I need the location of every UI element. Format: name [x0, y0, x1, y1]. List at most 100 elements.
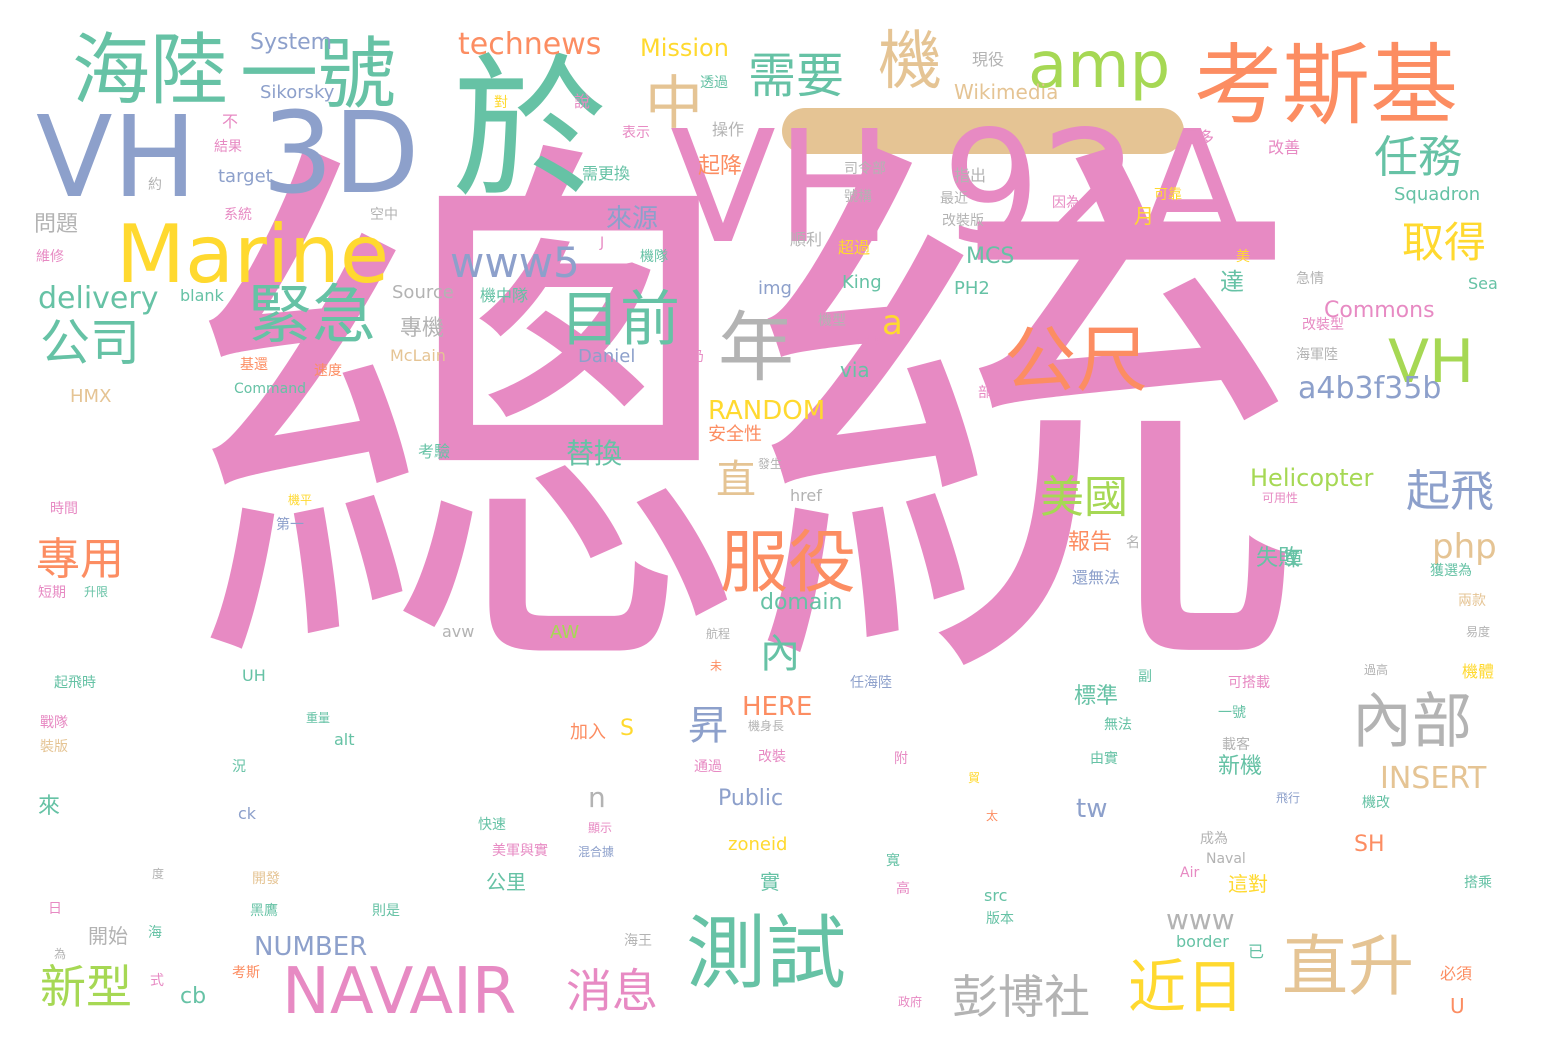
word-chengwei: 成為	[1200, 831, 1228, 847]
word-kaishi: 開始	[88, 924, 128, 948]
word-mu: 未	[710, 659, 723, 673]
word-nei: 內	[760, 631, 800, 677]
word-laiyuan: 來源	[606, 204, 659, 234]
word-gongji: 公噸	[856, 333, 881, 347]
word-zhuangban: 裝版	[40, 739, 68, 755]
word-zhong2: 重量	[306, 711, 331, 725]
word-kuang: 況	[232, 759, 246, 775]
word-zhedui: 這對	[1228, 872, 1268, 896]
word-xiaoxi: 消息	[566, 964, 658, 1018]
word-kedazai: 可搭載	[1228, 675, 1270, 691]
word-shengxian: 升限	[84, 585, 109, 599]
word-hmx: HMX	[70, 386, 112, 407]
word-zhichu: 指出	[954, 166, 987, 185]
word-haelu: 海陸	[72, 26, 229, 116]
word-domain: domain	[760, 590, 843, 615]
word-source: Source	[392, 282, 454, 303]
word-zhandui: 戰隊	[40, 715, 68, 731]
word-hai: 海	[148, 925, 162, 941]
word-xiantian: 現役	[972, 50, 1005, 69]
word-gaoyi: 高	[896, 881, 910, 897]
word-huanhe: 混合據	[578, 845, 615, 859]
word-dui: 對	[494, 95, 508, 111]
word-gaizhuangban: 改裝版	[942, 213, 984, 229]
word-border: border	[1176, 932, 1229, 951]
word-youshi: 由實	[1090, 751, 1118, 767]
word-a4b3f35b: a4b3f35b	[1298, 371, 1442, 406]
word-haijunlu: 海軍陸	[1296, 347, 1338, 363]
word-jishenchang: 機身長	[748, 719, 785, 733]
word-huodeiwei: 獲選為	[1430, 563, 1472, 579]
word-src: src	[984, 886, 1008, 905]
word-jihuan: 基還	[240, 357, 268, 373]
word-system: System	[250, 30, 333, 55]
word-via: via	[840, 358, 870, 382]
word-air: Air	[1180, 865, 1200, 881]
word-sh: SH	[1354, 832, 1385, 857]
word-zhuanji: 專機	[400, 316, 445, 341]
word-jiudui: 機隊	[640, 249, 668, 265]
word-gaizhuangxing: 改裝型	[1302, 317, 1344, 333]
word-huanwufa: 還無法	[1072, 568, 1121, 587]
word-target: target	[218, 166, 273, 187]
word-public: Public	[718, 786, 784, 811]
word-renwu: 任務	[1374, 132, 1462, 183]
word-nian: 年	[718, 303, 794, 392]
word-fu2: 附	[894, 751, 908, 767]
word-zuijin: 最近	[940, 191, 968, 207]
word-naval: Naval	[1206, 851, 1246, 867]
word-blank: blank	[180, 286, 224, 305]
word-navair: NAVAIR	[282, 955, 517, 1029]
word-weixiu: 維修	[36, 249, 64, 265]
word-du: 度	[152, 867, 165, 881]
word-gaizhuang: 改裝	[758, 749, 786, 765]
word-wufa: 無法	[1104, 717, 1132, 733]
word-ck: ck	[238, 804, 257, 823]
word-da: 達	[1220, 268, 1244, 296]
word-shunli: 順利	[790, 230, 823, 249]
word-cesi: 測試	[686, 907, 846, 1000]
word-www: www	[1166, 903, 1235, 936]
word-amp: amp	[1028, 29, 1171, 103]
word-ph2: PH2	[954, 278, 990, 299]
word-jiping: 機平	[288, 493, 313, 507]
word-tihuan: 替換	[566, 437, 623, 470]
word-kaosiji: 考斯基	[1194, 34, 1459, 137]
word-vh2: VH	[1388, 327, 1475, 397]
word-www5: www5	[450, 238, 580, 287]
word-zhong: 中	[635, 72, 703, 130]
word-baogao: 報告	[1068, 530, 1113, 555]
word-renhailu: 任海陸	[850, 675, 892, 691]
word-zoneid: zoneid	[728, 834, 788, 855]
word-vh: VH	[36, 93, 197, 223]
word-biaozhun: 標準	[1074, 684, 1119, 709]
word-zeshi: 則是	[372, 903, 400, 919]
word-uh: UH	[242, 666, 266, 685]
word-tongguo: 通過	[694, 759, 722, 775]
word-yue2: 約	[148, 177, 162, 193]
word-aw: AW	[550, 622, 580, 643]
word-qijiang: 起降	[698, 154, 743, 179]
word-shi2: 式	[150, 973, 164, 989]
word-mei: 美	[1236, 249, 1250, 265]
word-sikorsky: Sikorsky	[260, 82, 335, 103]
word-biaoshi: 表示	[622, 125, 650, 141]
word-yinwei: 因為	[1052, 195, 1080, 211]
word-hangcheng: 航程	[706, 627, 731, 641]
word-anquanxing: 安全性	[708, 424, 762, 445]
word-diyi: 第一	[276, 517, 304, 533]
word-ming: 名	[1126, 535, 1140, 551]
highlight-bar	[782, 108, 1184, 154]
word-kuaisu: 快速	[478, 817, 506, 833]
word-random: RANDOM	[708, 396, 826, 426]
word-3d: 3D	[262, 89, 420, 219]
word-qude: 取得	[1402, 218, 1487, 267]
word-wenti: 問題	[34, 212, 79, 237]
word-bu: 不	[222, 112, 239, 131]
word-php: php	[1432, 527, 1497, 567]
word-marine: Marine	[116, 208, 390, 301]
word-jinri: 近日	[1128, 953, 1245, 1021]
word-ri: 日	[48, 901, 62, 917]
word-sea: Sea	[1468, 274, 1498, 293]
